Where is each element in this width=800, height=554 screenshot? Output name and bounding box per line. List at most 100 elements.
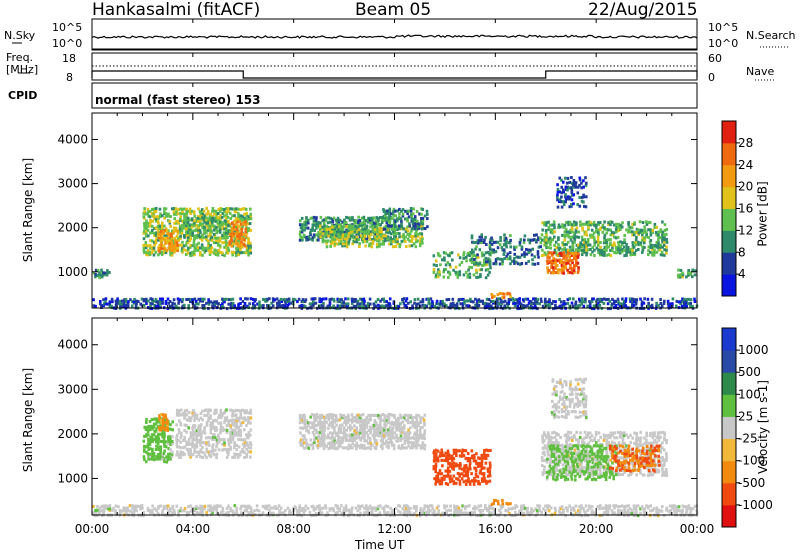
power-cell [419,237,422,241]
velocity-patch [175,408,253,460]
power-cell [372,302,376,306]
power-cell [100,270,104,274]
power-cell [343,235,347,239]
power-cell [602,301,606,305]
velocity-cell [685,511,688,515]
power-cell [373,230,377,234]
power-cell [354,237,357,241]
power-cell [583,240,586,244]
velocity-cell [419,507,423,511]
velocity-cell [245,504,249,508]
power-cell [235,207,238,211]
power-cell [573,240,576,244]
velocity-cell [336,510,339,514]
power-cell [577,248,581,252]
power-cell [392,230,395,234]
velocity-cell [152,454,156,458]
power-cell [489,247,492,251]
power-cell [376,216,380,220]
power-cell [659,228,663,232]
velocity-cell [461,511,465,515]
power-cell [625,248,628,252]
velocity-cell [237,514,241,518]
power-cell [223,222,227,226]
power-cell [147,234,150,238]
velocity-cell [239,507,242,511]
power-cell [154,233,158,237]
power-cell [188,233,192,237]
velocity-cell [323,415,326,419]
velocity-cell [173,511,176,515]
velocity-cell [179,506,183,510]
power-cell [543,301,547,305]
power-cell [533,300,537,304]
power-cell [488,243,492,247]
power-cell [201,304,204,307]
power-cell [625,228,628,232]
power-cell [605,298,608,302]
power-cell [185,207,188,211]
power-cell [197,302,200,306]
power-cell [553,223,556,227]
power-patch [545,251,580,275]
power-cell [548,236,552,240]
power-cell [657,233,660,237]
power-cell [246,297,249,301]
power-cell [393,222,397,226]
velocity-cell [209,504,212,508]
power-cell [340,240,343,244]
velocity-cell [151,510,154,514]
power-cell [611,249,614,253]
power-cell [521,298,525,302]
power-cell [527,301,531,305]
power-cell [679,302,682,306]
power-cell [660,304,664,308]
power-cell [249,244,252,248]
velocity-cell [148,509,152,513]
power-cell [567,235,571,239]
power-cell [635,298,639,302]
power-cell [462,297,465,301]
power-cell [358,245,361,248]
power-cell [147,253,150,257]
power-cell [361,299,364,303]
power-cell [666,299,670,303]
noise-left-tick-bottom: 10^0 [52,37,83,50]
power-cell [286,303,289,307]
power-cell [303,300,307,303]
power-cell [579,244,582,247]
velocity-cell [190,416,193,420]
power-cell [310,297,314,301]
power-cell [199,212,203,216]
velocity-cell [235,511,239,515]
power-cell [198,210,202,214]
power-cell [647,228,650,232]
power-cell [223,297,226,301]
velocity-cell [167,447,170,451]
power-cell [257,302,261,306]
velocity-cell [554,508,557,512]
power-cell [199,231,202,235]
velocity-cell [98,511,101,515]
power-cell [351,216,354,220]
power-cell [237,246,240,250]
velocity-cell [479,504,483,508]
power-cell [160,234,163,238]
velocity-cell [169,427,172,431]
power-cell [225,212,228,216]
power-cell [528,241,532,245]
power-cell [609,238,612,241]
power-cell [207,217,211,221]
power-cell [341,304,344,308]
power-cell [176,246,179,250]
power-cell [368,237,372,241]
velocity-cell [211,421,215,425]
velocity-cell [498,508,501,512]
power-cell [603,250,606,254]
power-cell [506,252,510,256]
power-cell [188,230,192,234]
power-cell [189,251,192,255]
power-cell [196,216,200,220]
velocity-cell [249,411,253,415]
velocity-cell [562,511,565,515]
